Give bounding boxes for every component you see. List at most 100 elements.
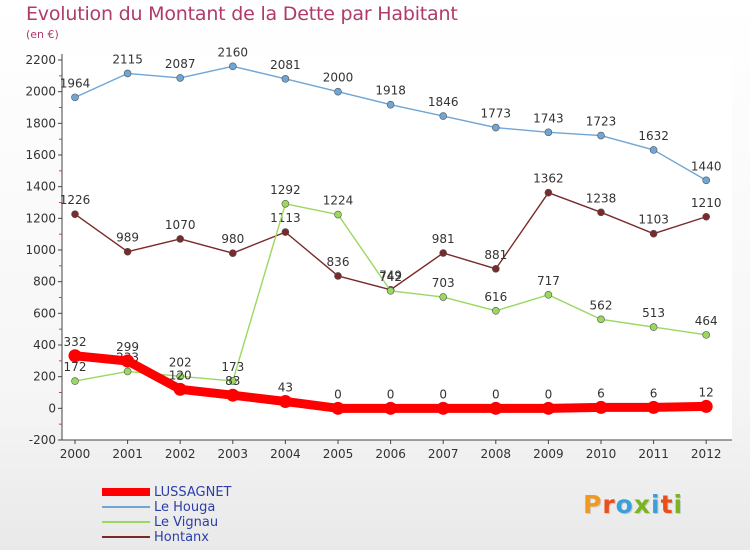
data-point: [71, 93, 79, 102]
data-point: [439, 249, 448, 257]
data-point: [121, 354, 135, 368]
data-point: [173, 382, 187, 396]
x-tick-label: 2010: [586, 447, 617, 461]
data-point: [123, 69, 132, 78]
data-label: 989: [116, 231, 139, 245]
data-label: 1918: [375, 84, 406, 98]
data-point: [176, 74, 184, 82]
x-tick-label: 2003: [218, 447, 249, 461]
data-label: 1743: [533, 111, 564, 125]
data-label: 332: [64, 335, 87, 349]
data-point: [597, 131, 605, 140]
x-tick-label: 2012: [691, 447, 722, 461]
data-label: 749: [379, 269, 402, 283]
data-label: 1632: [638, 129, 669, 143]
legend-label: Le Vignau: [154, 515, 219, 530]
data-point: [68, 349, 82, 363]
data-label: 1723: [586, 115, 617, 129]
data-label: 1103: [638, 213, 669, 227]
legend-swatch: [102, 506, 150, 508]
proxiti-logo: Proxiti: [583, 490, 684, 519]
legend-label: LUSSAGNET: [154, 485, 232, 500]
x-tick-label: 2011: [638, 447, 669, 461]
data-label: 2115: [112, 52, 143, 66]
data-label: 464: [695, 314, 718, 328]
data-label: 6: [650, 386, 658, 400]
data-label: 1224: [323, 194, 354, 208]
data-label: 1113: [270, 211, 301, 225]
data-label: 980: [221, 232, 244, 246]
data-point: [597, 315, 605, 324]
legend-label: Le Houga: [154, 500, 216, 515]
data-point: [699, 399, 713, 413]
data-label: 1238: [586, 191, 617, 205]
y-tick-label: -200: [29, 433, 56, 447]
legend-swatch: [102, 536, 150, 538]
data-label: 742: [379, 270, 402, 284]
data-point: [702, 331, 711, 339]
y-tick-label: 1200: [25, 211, 56, 225]
data-point: [229, 377, 237, 385]
data-label: 2160: [218, 45, 249, 59]
y-tick-label: 0: [48, 401, 56, 415]
data-point: [489, 401, 503, 415]
data-point: [334, 87, 342, 96]
data-label: 0: [492, 387, 500, 401]
data-point: [439, 112, 448, 120]
data-label: 1773: [481, 107, 512, 121]
data-label: 562: [590, 298, 613, 312]
y-tick-label: 1600: [25, 148, 56, 162]
data-label: 83: [225, 374, 240, 388]
x-tick-label: 2002: [165, 447, 196, 461]
data-label: 173: [221, 360, 244, 374]
y-tick-label: 2200: [25, 53, 56, 67]
x-tick-label: 2004: [270, 447, 301, 461]
x-tick-label: 2000: [60, 447, 91, 461]
data-label: 836: [327, 255, 350, 269]
y-tick-label: 600: [33, 306, 56, 320]
x-tick-label: 2007: [428, 447, 459, 461]
data-label: 1846: [428, 95, 459, 109]
data-label: 717: [537, 274, 560, 288]
data-point: [594, 400, 608, 414]
data-point: [702, 212, 711, 221]
x-tick-label: 2001: [112, 447, 143, 461]
data-point: [334, 210, 342, 219]
data-label: 202: [169, 355, 192, 369]
data-point: [384, 401, 398, 415]
data-point: [597, 208, 605, 217]
data-label: 1070: [165, 218, 196, 232]
data-point: [229, 249, 237, 257]
data-point: [702, 176, 711, 185]
data-label: 616: [484, 290, 507, 304]
y-tick-label: 400: [33, 338, 56, 352]
data-label: 1210: [691, 196, 722, 210]
data-point: [649, 323, 658, 331]
data-point: [281, 75, 290, 83]
data-label: 0: [334, 387, 342, 401]
y-tick-label: 800: [33, 275, 56, 289]
data-label: 2000: [323, 71, 354, 85]
data-label: 881: [484, 248, 507, 262]
data-point: [386, 100, 395, 109]
data-label: 703: [432, 276, 455, 290]
data-point: [544, 188, 553, 197]
y-tick-label: 1400: [25, 180, 56, 194]
data-label: 981: [432, 232, 455, 246]
y-tick-label: 1800: [25, 116, 56, 130]
legend-label: Hontanx: [154, 530, 209, 545]
y-tick-label: 1000: [25, 243, 56, 257]
data-label: 513: [642, 306, 665, 320]
data-label: 1362: [533, 172, 564, 186]
data-point: [226, 388, 240, 402]
data-point: [439, 293, 448, 301]
legend-swatch: [102, 488, 150, 496]
data-label: 2081: [270, 58, 301, 72]
data-point: [544, 291, 553, 299]
data-label: 1440: [691, 159, 722, 173]
x-tick-label: 2008: [481, 447, 512, 461]
y-tick-label: 2000: [25, 85, 56, 99]
data-label: 0: [387, 387, 395, 401]
